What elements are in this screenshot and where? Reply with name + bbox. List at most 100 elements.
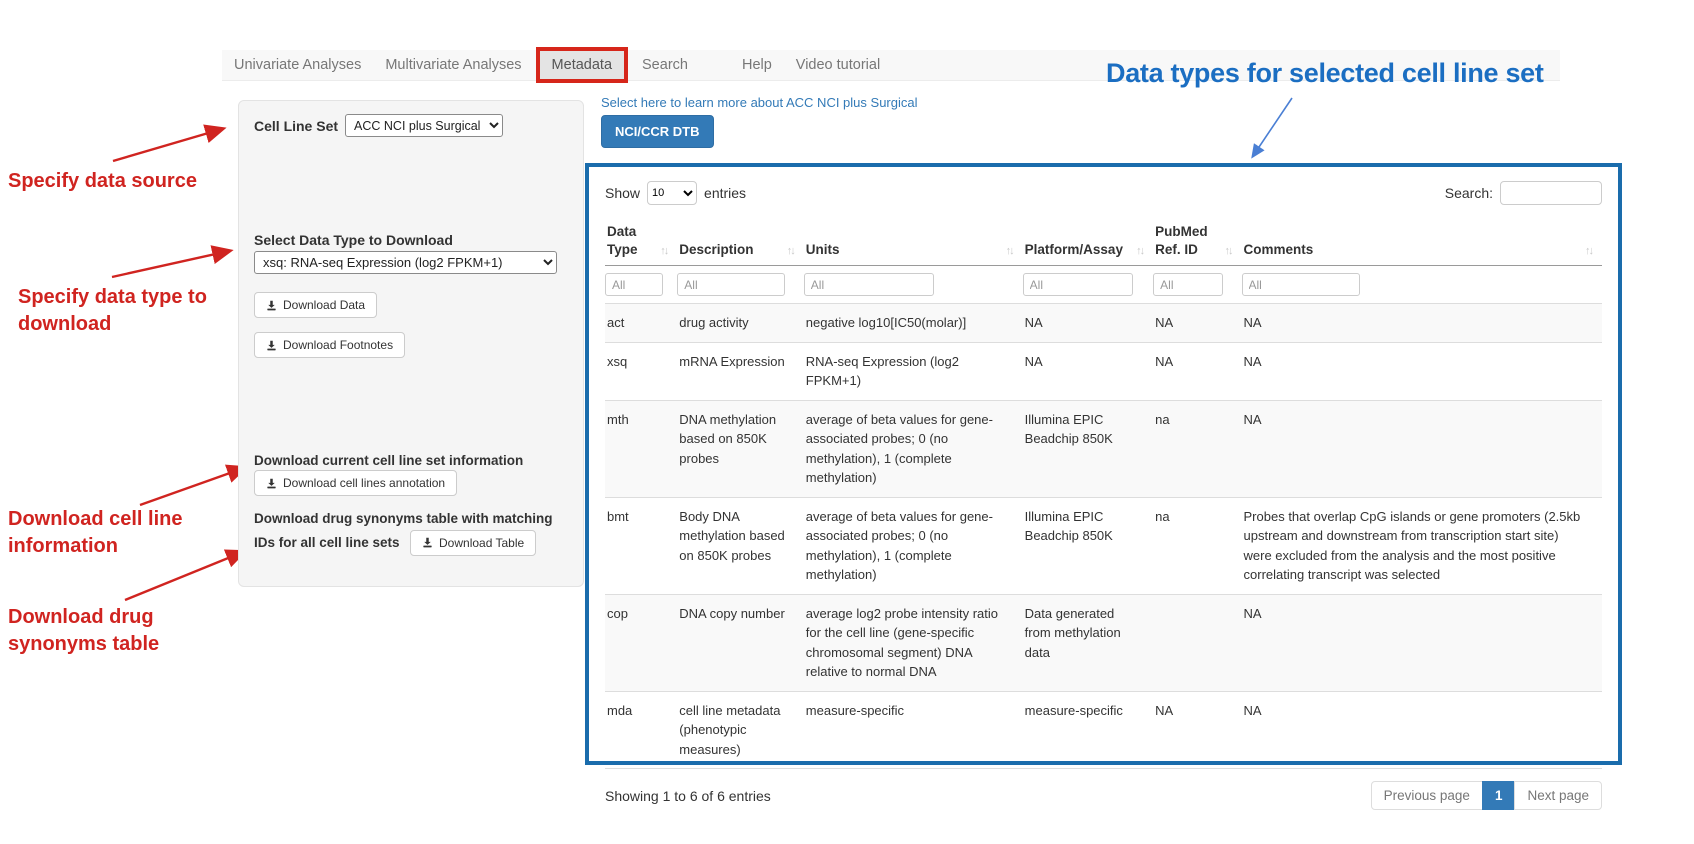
column-filter-data-type[interactable] xyxy=(605,273,663,297)
previous-page-button[interactable]: Previous page xyxy=(1370,781,1483,811)
nav-item-multivariate-analyses[interactable]: Multivariate Analyses xyxy=(385,57,522,73)
column-header-label: PubMed Ref. ID xyxy=(1155,224,1208,257)
table-cell: mda xyxy=(605,690,678,770)
table-topbar: Show 10 entries Search: xyxy=(605,181,1602,205)
nav-item-video-tutorial[interactable]: Video tutorial xyxy=(795,57,881,73)
table-cell: Data generated from methylation data xyxy=(1022,593,1154,692)
table-cell: DNA methylation based on 850K probes xyxy=(677,399,804,498)
column-header-platform-assay[interactable]: Platform/Assay ↑↓ xyxy=(1022,219,1154,267)
download-icon xyxy=(267,340,276,350)
column-header-pubmed-ref-id[interactable]: PubMed Ref. ID ↑↓ xyxy=(1153,219,1242,267)
data-type-select[interactable]: xsq: RNA-seq Expression (log2 FPKM+1) xyxy=(254,251,557,274)
download-icon xyxy=(267,300,276,310)
table-cell: average log2 probe intensity ratio for t… xyxy=(803,593,1023,692)
table-row-mth: mth DNA methylation based on 850K probes a… xyxy=(605,399,1602,498)
table-row-bmt: bmt Body DNA methylation based on 850K pr… xyxy=(605,496,1602,595)
nav-item-search[interactable]: Search xyxy=(642,57,688,73)
column-header-data-type[interactable]: Data Type ↑↓ xyxy=(605,219,678,267)
cell-line-set-label: Cell Line Set xyxy=(254,117,339,134)
column-filter-comments[interactable] xyxy=(1241,273,1360,297)
sort-icon[interactable]: ↑↓ xyxy=(1005,244,1015,257)
page-length-select[interactable]: 10 xyxy=(647,181,698,205)
drug-synonyms-block: Download drug synonyms table with matchi… xyxy=(254,508,576,556)
column-filter-pubmed-ref-id[interactable] xyxy=(1153,273,1224,297)
column-header-units[interactable]: Units ↑↓ xyxy=(803,219,1023,267)
sort-icon[interactable]: ↑↓ xyxy=(660,244,669,257)
table-cell: measure-specific xyxy=(803,690,1023,770)
column-header-label: Description xyxy=(679,241,754,257)
table-cell: Illumina EPIC Beadchip 850K xyxy=(1022,399,1154,498)
table-cell: NA xyxy=(1241,690,1602,770)
next-page-button[interactable]: Next page xyxy=(1514,781,1602,811)
search-input[interactable] xyxy=(1500,181,1602,205)
sort-icon[interactable]: ↑↓ xyxy=(786,244,796,257)
table-cell xyxy=(1153,593,1242,692)
sort-icon[interactable]: ↑↓ xyxy=(1136,244,1145,257)
column-header-label: Platform/Assay xyxy=(1024,241,1123,257)
data-types-box: Show 10 entries Search: Data Type ↑↓ Descr… xyxy=(585,163,1622,811)
table-cell: act xyxy=(605,303,678,343)
search-label: Search: xyxy=(1444,185,1493,201)
top-navbar: Univariate Analyses Multivariate Analyses… xyxy=(222,50,1560,81)
table-cell: NA xyxy=(1153,341,1242,401)
table-cell: na xyxy=(1153,496,1242,595)
page-1-button[interactable]: 1 xyxy=(1481,781,1516,811)
column-header-comments[interactable]: Comments ↑↓ xyxy=(1241,219,1602,267)
cell-line-set-select[interactable]: ACC NCI plus Surgical xyxy=(345,114,504,137)
table-row-xsq: xsq mRNA Expression RNA-seq Expression (lo… xyxy=(605,341,1602,401)
nav-item-metadata[interactable]: Metadata xyxy=(539,51,625,79)
download-icon xyxy=(423,537,432,548)
column-filter-platform-assay[interactable] xyxy=(1022,273,1133,297)
entries-label: entries xyxy=(704,185,747,201)
sort-icon[interactable]: ↑↓ xyxy=(1224,244,1234,257)
column-filter-description[interactable] xyxy=(677,273,786,297)
annotation-download-drug-synonyms: Download drug synonyms table xyxy=(8,606,160,655)
table-cell: DNA copy number xyxy=(677,593,804,692)
nav-item-univariate-analyses[interactable]: Univariate Analyses xyxy=(234,57,362,73)
table-cell: measure-specific xyxy=(1022,690,1154,770)
table-cell: cop xyxy=(605,593,678,692)
table-cell: NA xyxy=(1022,341,1154,401)
pagination: Previous page 1 Next page xyxy=(1370,781,1602,811)
cell-line-info-label: Download current cell line set informati… xyxy=(254,453,524,468)
column-header-label: Comments xyxy=(1243,241,1314,257)
table-cell: bmt xyxy=(605,496,678,595)
table-cell: mth xyxy=(605,399,678,498)
arrow-specify-source xyxy=(112,124,227,163)
table-row-act: act drug activity negative log10[IC50(mola… xyxy=(605,303,1602,343)
table-cell: negative log10[IC50(molar)] xyxy=(803,303,1023,343)
arrow-download-cell xyxy=(139,464,249,507)
table-row-mda: mda cell line metadata (phenotypic measur… xyxy=(605,690,1602,770)
table-cell: cell line metadata (phenotypic measures) xyxy=(677,690,804,770)
table-cell: drug activity xyxy=(677,303,804,343)
table-cell: Body DNA methylation based on 850K probe… xyxy=(677,496,804,595)
drug-synonyms-label: Download drug synonyms table with matchi… xyxy=(254,511,553,550)
annotation-specify-data-source: Specify data source xyxy=(8,170,197,192)
table-cell: NA xyxy=(1241,593,1602,692)
annotation-download-cell-line-info: Download cell line information xyxy=(8,508,183,557)
table-cell: NA xyxy=(1241,303,1602,343)
showing-entries-text: Showing 1 to 6 of 6 entries xyxy=(605,787,771,804)
arrow-data-types xyxy=(1251,97,1293,159)
download-footnotes-button[interactable]: Download Footnotes xyxy=(254,332,406,358)
table-cell: average of beta values for gene-associat… xyxy=(803,399,1023,498)
table-header-row: Data Type ↑↓ Description ↑↓ Units ↑↓ Platform/… xyxy=(605,219,1602,267)
source-button[interactable]: NCI/CCR DTB xyxy=(601,115,714,148)
download-cell-lines-annotation-button[interactable]: Download cell lines annotation xyxy=(254,470,458,496)
nav-item-help[interactable]: Help xyxy=(741,57,772,73)
annotation-specify-data-type: Specify data type to download xyxy=(18,286,207,335)
arrow-specify-type xyxy=(111,245,234,279)
table-cell: NA xyxy=(1241,341,1602,401)
column-header-description[interactable]: Description ↑↓ xyxy=(677,219,804,267)
column-filter-units[interactable] xyxy=(803,273,934,297)
learn-more-link[interactable]: Select here to learn more about ACC NCI … xyxy=(601,95,918,110)
table-cell: Illumina EPIC Beadchip 850K xyxy=(1022,496,1154,595)
column-header-label: Units xyxy=(805,241,840,257)
sort-icon[interactable]: ↑↓ xyxy=(1585,244,1594,257)
download-table-button[interactable]: Download Table xyxy=(410,529,537,556)
show-label: Show xyxy=(605,185,641,201)
table-cell: NA xyxy=(1241,399,1602,498)
download-data-button[interactable]: Download Data xyxy=(254,292,378,318)
